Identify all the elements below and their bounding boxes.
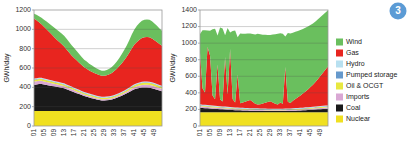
legend-swatch — [336, 94, 343, 101]
x-tick-label: 17 — [236, 129, 243, 137]
grid-line — [200, 59, 328, 60]
x-tick-label: 05 — [206, 129, 213, 137]
y-tick-label: 0 — [27, 122, 31, 129]
y-tick-label: 400 — [185, 89, 197, 96]
x-tick-label: 01 — [196, 129, 203, 137]
y-axis-label: GWh/day — [3, 53, 11, 83]
grid-line — [34, 87, 162, 88]
y-tick — [198, 126, 200, 127]
y-tick — [32, 126, 34, 127]
area-series: Wind — [34, 14, 162, 76]
x-tick-label: 17 — [70, 129, 77, 137]
grid-line — [200, 76, 328, 77]
badge-label: 3 — [395, 5, 401, 16]
x-tick-label: 13 — [226, 129, 233, 137]
legend-swatch — [336, 83, 343, 90]
legend-label: Gas — [346, 49, 359, 56]
y-tick — [198, 26, 200, 27]
y-tick-label: 0 — [193, 122, 197, 129]
x-tick-label: 09 — [50, 129, 57, 137]
x-tick-label: 49 — [150, 129, 157, 137]
y-axis-label: GWh/day — [169, 53, 177, 83]
plot-frame — [34, 10, 162, 126]
y-tick-label: 200 — [185, 105, 197, 112]
y-tick-label: 1000 — [15, 25, 31, 32]
y-tick-label: 1000 — [181, 39, 197, 46]
x-tick-label: 05 — [40, 129, 47, 137]
area-series: Nuclear — [34, 111, 162, 126]
y-tick-label: 600 — [19, 64, 31, 71]
plot-background — [200, 10, 328, 126]
y-tick — [32, 29, 34, 30]
legend-label: Hydro — [346, 60, 365, 68]
y-tick-label: 600 — [185, 72, 197, 79]
x-tick-label: 21 — [246, 129, 253, 137]
x-tick-label: 45 — [306, 129, 313, 137]
y-tick — [32, 10, 34, 11]
y-tick-label: 1400 — [181, 6, 197, 13]
legend-label: Pumped storage — [346, 71, 397, 79]
plot-area: NuclearCoalImportsOil & OCGTPumped stora… — [200, 10, 328, 126]
y-tick-label: 1200 — [181, 22, 197, 29]
grid-line — [34, 68, 162, 69]
legend-label: Oil & OCGT — [346, 82, 384, 89]
y-tick — [32, 68, 34, 69]
x-tick-label: 25 — [256, 129, 263, 137]
y-tick-label: 400 — [19, 83, 31, 90]
legend-swatch — [336, 116, 343, 123]
plot-background — [34, 10, 162, 126]
chart-root: Nuclear Coal Imports Oil & OCGT Pumped stora… — [0, 0, 409, 161]
grid-line — [34, 29, 162, 30]
y-tick — [198, 43, 200, 44]
legend-swatch — [336, 39, 343, 46]
x-tick-label: 13 — [60, 129, 67, 137]
legend: Wind Gas Hydro Pumped storage Oil & OCGT Impo… — [336, 38, 397, 123]
legend-label: Coal — [346, 104, 361, 111]
area-series: Nuclear — [200, 112, 328, 126]
grid-line — [200, 43, 328, 44]
y-tick-label: 800 — [185, 56, 197, 63]
x-tick-label: 09 — [216, 129, 223, 137]
x-tick-label: 49 — [316, 129, 323, 137]
x-tick-label: 29 — [266, 129, 273, 137]
y-tick — [32, 87, 34, 88]
badge — [390, 3, 407, 20]
y-tick — [32, 48, 34, 49]
x-tick-label: 37 — [120, 129, 127, 137]
grid-line — [200, 26, 328, 27]
x-tick-label: 21 — [80, 129, 87, 137]
y-tick — [198, 76, 200, 77]
y-tick-label: 200 — [19, 103, 31, 110]
area-series: Wind — [200, 10, 328, 104]
y-tick — [198, 10, 200, 11]
x-tick-label: 01 — [30, 129, 37, 137]
y-tick — [198, 59, 200, 60]
y-tick — [32, 106, 34, 107]
grid-line — [200, 109, 328, 110]
x-tick-label: 33 — [110, 129, 117, 137]
grid-line — [34, 106, 162, 107]
y-tick-label: 800 — [19, 45, 31, 52]
grid-line — [34, 48, 162, 49]
grid-line — [200, 92, 328, 93]
y-tick — [198, 109, 200, 110]
x-tick-label: 41 — [296, 129, 303, 137]
legend-swatch — [336, 72, 343, 79]
x-tick-label: 25 — [90, 129, 97, 137]
legend-swatch — [336, 61, 343, 68]
x-tick-label: 37 — [286, 129, 293, 137]
x-tick-label: 29 — [100, 129, 107, 137]
x-tick-label: 33 — [276, 129, 283, 137]
plot-frame — [200, 10, 328, 126]
legend-swatch — [336, 105, 343, 112]
legend-swatch — [336, 50, 343, 57]
legend-label: Nuclear — [346, 115, 371, 122]
legend-label: Wind — [346, 38, 362, 45]
plot-area: NuclearCoalImportsOil & OCGTPumped stora… — [34, 14, 162, 126]
legend-label: Imports — [346, 93, 370, 101]
x-tick-label: 45 — [140, 129, 147, 137]
x-tick-label: 41 — [130, 129, 137, 137]
y-tick — [198, 92, 200, 93]
y-tick-label: 1200 — [15, 6, 31, 13]
